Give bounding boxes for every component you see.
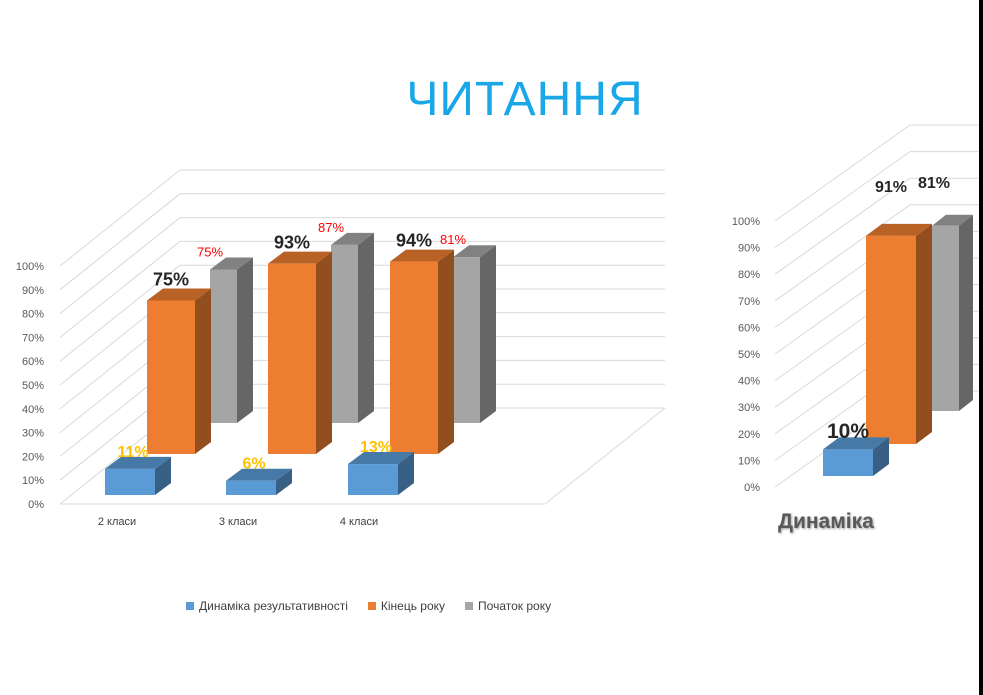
bar-1-0 bbox=[147, 288, 211, 454]
legend: Динаміка результативності Кінець року По… bbox=[186, 599, 551, 613]
bar-2-0 bbox=[210, 257, 253, 423]
y-tick-label: 90% bbox=[22, 285, 44, 297]
y-tick-label: 0% bbox=[744, 482, 760, 494]
y-tick-label: 20% bbox=[22, 451, 44, 463]
data-label: 6% bbox=[242, 456, 265, 473]
grid-line-diag bbox=[59, 241, 181, 338]
legend-swatch-dynamics bbox=[186, 602, 194, 610]
legend-swatch-start bbox=[465, 602, 474, 610]
y-tick-label: 100% bbox=[16, 261, 44, 273]
data-label: 13% bbox=[360, 439, 392, 456]
x-tick-label: 4 класи bbox=[340, 516, 378, 528]
grid-line-diag bbox=[59, 264, 181, 362]
grid-line-diag bbox=[774, 124, 911, 222]
bar-2-0-chart2 bbox=[932, 214, 973, 411]
data-label: 93% bbox=[274, 233, 310, 253]
y-tick-label: 10% bbox=[22, 475, 44, 487]
bar-1-0-chart2 bbox=[866, 223, 932, 444]
grid-line-diag bbox=[774, 151, 911, 249]
bar-2-2 bbox=[453, 245, 496, 423]
chart-2-title: Динаміка bbox=[778, 510, 874, 533]
legend-item-start: Початок року bbox=[465, 599, 551, 613]
y-tick-label: 60% bbox=[738, 322, 760, 334]
bar-1-2 bbox=[390, 249, 454, 454]
y-tick-label: 50% bbox=[738, 349, 760, 361]
y-tick-label: 10% bbox=[738, 455, 760, 467]
data-label: 75% bbox=[153, 269, 189, 289]
bar-2-1 bbox=[331, 232, 374, 423]
y-tick-label: 20% bbox=[738, 429, 760, 441]
legend-item-dynamics: Динаміка результативності bbox=[186, 599, 348, 613]
grid-line-diag bbox=[774, 177, 911, 275]
x-tick-label: 3 класи bbox=[219, 516, 257, 528]
y-tick-label: 70% bbox=[22, 332, 44, 344]
data-label: 75% bbox=[197, 244, 223, 259]
data-label: 10% bbox=[827, 420, 869, 443]
bar-1-1 bbox=[268, 251, 332, 454]
page-title: ЧИТАННЯ bbox=[406, 73, 644, 126]
grid-line-diag bbox=[59, 193, 181, 291]
legend-label-start: Початок року bbox=[478, 599, 552, 613]
grid-line-diag bbox=[774, 204, 911, 302]
data-label: 81% bbox=[440, 232, 466, 247]
data-label: 91% bbox=[875, 179, 907, 196]
grid-line-diag bbox=[59, 169, 181, 267]
legend-item-end: Кінець року bbox=[367, 599, 446, 613]
data-label: 87% bbox=[318, 220, 344, 235]
x-tick-label: 2 класи bbox=[98, 516, 136, 528]
bar-0-1 bbox=[226, 468, 292, 495]
y-tick-label: 0% bbox=[28, 499, 44, 511]
y-tick-label: 80% bbox=[22, 309, 44, 321]
grid-line-diag bbox=[59, 217, 181, 314]
y-tick-label: 90% bbox=[738, 243, 760, 255]
y-tick-label: 40% bbox=[22, 404, 44, 416]
legend-swatch-end bbox=[367, 602, 376, 610]
y-tick-label: 70% bbox=[738, 296, 760, 308]
y-tick-label: 60% bbox=[22, 356, 44, 368]
y-tick-label: 100% bbox=[732, 216, 760, 228]
floor-edge bbox=[544, 407, 666, 505]
data-label: 81% bbox=[918, 175, 950, 192]
bar-0-0 bbox=[105, 456, 171, 495]
legend-label-end: Кінець року bbox=[380, 599, 446, 613]
legend-label-dynamics: Динаміка результативності bbox=[199, 599, 348, 613]
slide-border bbox=[979, 0, 983, 695]
y-tick-label: 30% bbox=[738, 402, 760, 414]
y-tick-label: 50% bbox=[22, 380, 44, 392]
y-tick-label: 30% bbox=[22, 428, 44, 440]
y-tick-label: 80% bbox=[738, 269, 760, 281]
data-label: 94% bbox=[396, 231, 432, 251]
y-tick-label: 40% bbox=[738, 376, 760, 388]
bar-0-2 bbox=[348, 452, 414, 495]
data-label: 11% bbox=[117, 444, 148, 461]
bar-0-0-chart2 bbox=[823, 437, 889, 476]
